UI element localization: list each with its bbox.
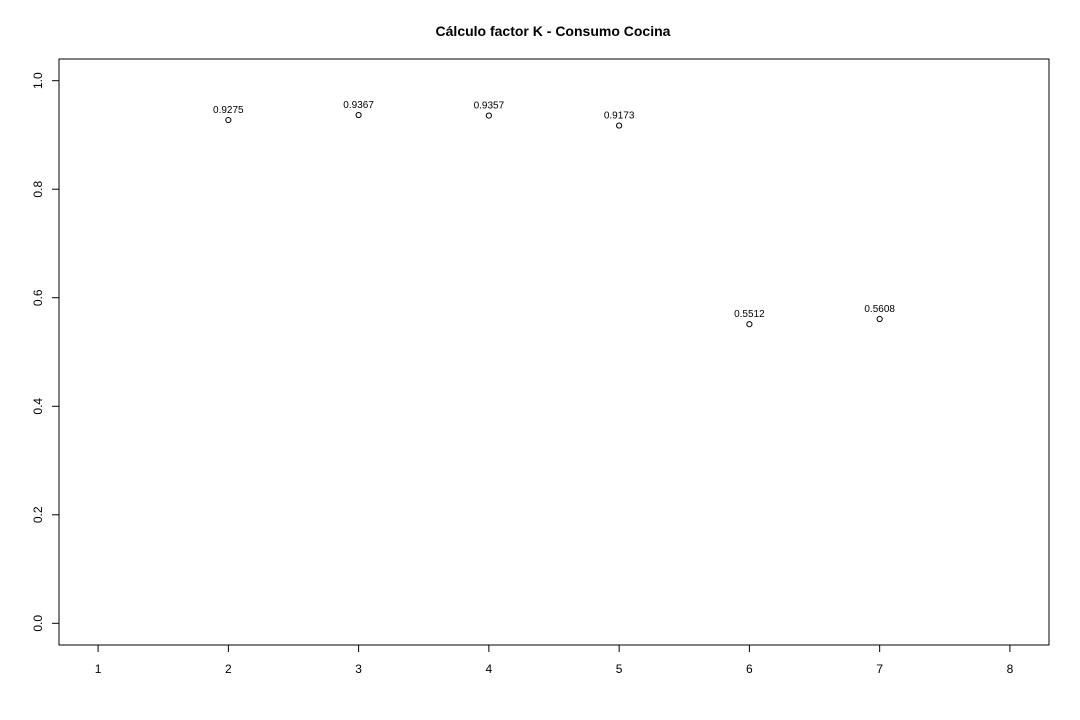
y-axis: 0.0 0.2 0.4 0.6 0.8 1.0 (31, 72, 60, 632)
data-point (746, 321, 753, 328)
x-tick-label: 4 (486, 662, 493, 676)
x-tick-label: 8 (1007, 662, 1014, 676)
data-label: 0.9275 (213, 105, 244, 116)
data-label: 0.5608 (864, 304, 895, 315)
x-axis: 1 2 3 4 5 6 7 8 (95, 644, 1014, 676)
y-tick-label: 0.8 (31, 181, 45, 198)
x-tick-label: 5 (616, 662, 623, 676)
y-tick-label: 1.0 (31, 72, 45, 89)
data-point (355, 111, 362, 119)
y-tick-label: 0.0 (31, 615, 45, 632)
x-tick-label: 6 (746, 662, 753, 676)
chart-title: Cálculo factor K - Consumo Cocina (436, 23, 671, 39)
y-tick-label: 0.2 (31, 506, 45, 523)
y-tick-label: 0.4 (31, 398, 45, 415)
data-points: 0.9275 0.9367 0.9357 0.9173 0.5512 0.5608 (213, 100, 895, 328)
plot-area (58, 58, 1050, 646)
x-tick-label: 2 (225, 662, 232, 676)
data-point (485, 112, 492, 119)
y-tick-label: 0.6 (31, 289, 45, 306)
data-label: 0.9173 (604, 111, 635, 122)
data-point (225, 116, 232, 124)
data-label: 0.9367 (343, 100, 374, 111)
data-point (616, 122, 623, 129)
x-tick-label: 1 (95, 662, 102, 676)
data-label: 0.9357 (474, 101, 505, 112)
x-tick-label: 7 (876, 662, 883, 676)
data-point (876, 315, 883, 323)
data-label: 0.5512 (734, 309, 765, 320)
x-tick-label: 3 (355, 662, 362, 676)
